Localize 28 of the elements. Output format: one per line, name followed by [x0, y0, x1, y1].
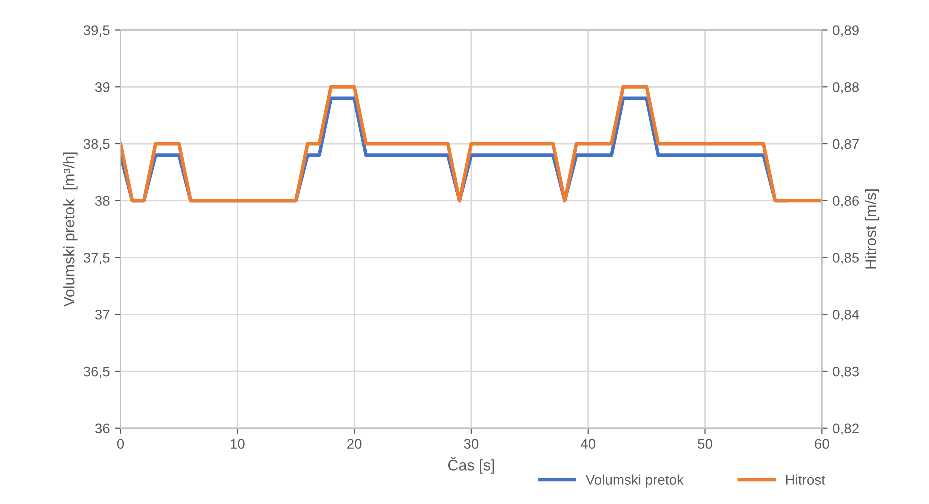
y-tick-label: 38	[95, 196, 110, 206]
y-axis-title: Volumski pretok [m³/h]	[64, 152, 78, 307]
y-tick-label: 39	[95, 82, 110, 92]
x-tick-label: 0	[117, 439, 124, 450]
x-tick-label: 60	[815, 439, 830, 450]
y2-tick-label: 0,86	[833, 196, 860, 208]
y2-tick-label: 0,84	[833, 310, 860, 322]
y2-axis-title: Hitrost [m/s]	[865, 190, 880, 269]
y-tick-label: 39,5	[84, 26, 110, 38]
y-tick-label: 38,5	[84, 139, 110, 151]
x-axis-title: Čas [s]	[448, 457, 494, 474]
y2-tick-label: 0,87	[833, 139, 859, 151]
x-tick-label: 20	[348, 439, 362, 450]
x-tick-label: 50	[698, 439, 712, 450]
y-tick-label: 36	[95, 424, 110, 434]
y-tick-label: 37	[95, 310, 110, 320]
y2-tick-label: 0,85	[833, 253, 860, 265]
x-tick-label: 10	[231, 439, 245, 450]
y-tick-label: 37,5	[84, 253, 110, 265]
y2-tick-label: 0,89	[833, 26, 859, 38]
y2-tick-label: 0,88	[833, 82, 860, 94]
legend-label: Hitrost	[786, 474, 826, 485]
y2-tick-label: 0,83	[833, 366, 860, 378]
y-tick-label: 36,5	[84, 366, 110, 378]
legend-label: Volumski pretok	[586, 474, 684, 488]
y2-tick-label: 0,82	[833, 424, 859, 436]
x-tick-label: 30	[464, 439, 479, 450]
x-tick-label: 40	[580, 439, 596, 450]
